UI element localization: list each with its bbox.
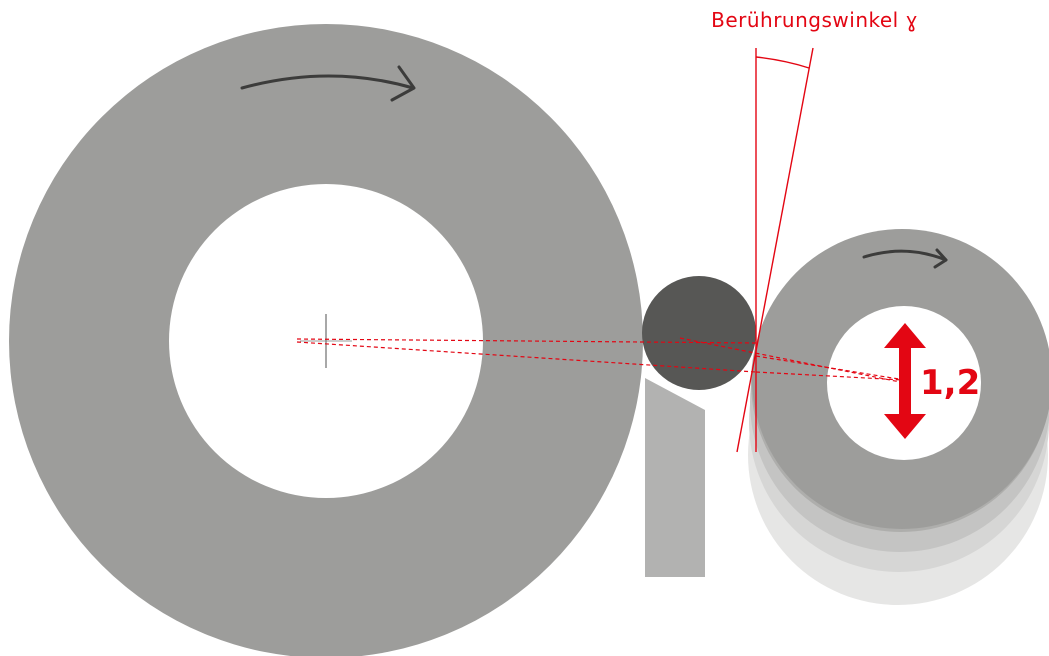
grinding-wheel bbox=[9, 24, 643, 656]
height-adjustment-arrow-icon bbox=[884, 323, 926, 439]
contact-angle-tangent-line bbox=[736, 47, 814, 453]
dashed-line-tilt-3 bbox=[755, 371, 904, 381]
contact-angle-arc bbox=[755, 56, 810, 69]
contact-angle-label: Berührungswinkel ɣ bbox=[711, 8, 918, 32]
work-rest-blade bbox=[645, 378, 705, 577]
workpiece bbox=[642, 276, 756, 390]
dashed-line-tilt-1 bbox=[679, 337, 901, 383]
center-height-lines bbox=[296, 337, 906, 383]
grinding-wheel-rotation-arrow-icon bbox=[240, 65, 416, 102]
contact-angle-lines bbox=[736, 47, 814, 453]
regulating-wheel-rotation-arrow-icon bbox=[862, 248, 948, 269]
height-value-label: 1,2 bbox=[920, 363, 980, 403]
